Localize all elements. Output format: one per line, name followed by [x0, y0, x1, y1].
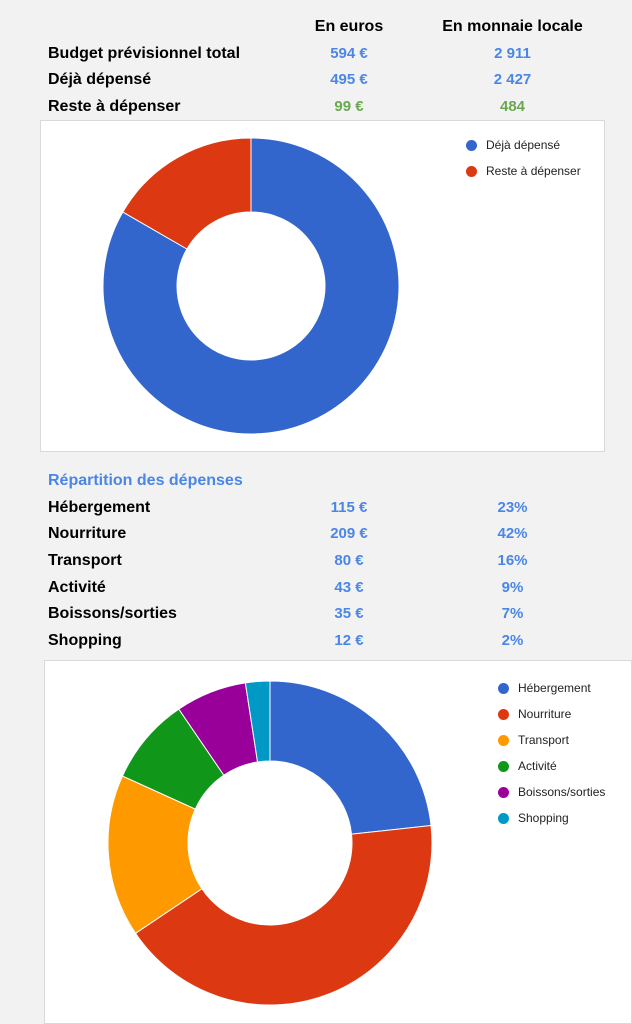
slice-nourriture[interactable]	[134, 824, 433, 1006]
budget-donut-chart: Déjà dépensé Reste à dépenser	[40, 120, 605, 452]
legend-label-hebergement: Hébergement	[518, 681, 591, 695]
budget-total-label: Budget prévisionnel total	[48, 45, 241, 62]
breakdown-title: Répartition des dépenses	[48, 472, 243, 489]
legend-item-nourriture: Nourriture	[498, 707, 571, 721]
slice-shopping[interactable]	[244, 680, 271, 763]
breakdown-euros-transport: 80 €	[334, 552, 364, 569]
legend-label-nourriture: Nourriture	[518, 707, 572, 721]
breakdown-euros-activite: 43 €	[334, 579, 364, 596]
legend-item-activite: Activité	[498, 759, 557, 773]
breakdown-label-activite: Activité	[48, 579, 106, 596]
breakdown-pct-nourriture: 42%	[497, 525, 528, 542]
breakdown-euros-hebergement: 115 €	[330, 499, 368, 516]
spent-local: 2 427	[493, 71, 532, 88]
breakdown-label-boissons: Boissons/sorties	[48, 605, 177, 622]
legend-item-shopping: Shopping	[498, 811, 569, 825]
breakdown-euros-boissons: 35 €	[334, 605, 364, 622]
slice-deja-depense[interactable]	[102, 137, 400, 435]
breakdown-pct-shopping: 2%	[501, 632, 524, 649]
legend-dot-spent	[466, 139, 477, 151]
legend-label-activite: Activité	[518, 759, 557, 773]
budget-total-local: 2 911	[494, 45, 531, 62]
legend-label-boissons: Boissons/sorties	[518, 785, 606, 799]
header-euros: En euros	[314, 18, 384, 35]
legend-dot-activite	[498, 760, 509, 772]
breakdown-euros-shopping: 12 €	[334, 632, 364, 649]
legend-item-remaining: Reste à dépenser	[466, 164, 581, 178]
budget-donut-svg	[102, 137, 400, 435]
legend-dot-transport	[498, 734, 509, 746]
legend-label-spent: Déjà dépensé	[486, 138, 561, 152]
legend-item-transport: Transport	[498, 733, 569, 747]
breakdown-euros-nourriture: 209 €	[330, 525, 368, 542]
breakdown-pct-transport: 16%	[497, 552, 528, 569]
legend-dot-shopping	[498, 812, 509, 824]
legend-item-spent: Déjà dépensé	[466, 138, 560, 152]
expenses-donut-chart: Hébergement Nourriture Transport Activit…	[44, 660, 632, 1024]
legend-dot-remaining	[466, 165, 477, 177]
breakdown-label-shopping: Shopping	[48, 632, 122, 649]
header-local-currency: En monnaie locale	[442, 18, 583, 35]
remaining-local: 484	[499, 98, 526, 115]
breakdown-label-nourriture: Nourriture	[48, 525, 127, 542]
slice-hebergement[interactable]	[269, 680, 432, 835]
breakdown-pct-hebergement: 23%	[497, 499, 528, 516]
slice-reste-a-depenser[interactable]	[122, 137, 252, 250]
breakdown-pct-boissons: 7%	[501, 605, 524, 622]
legend-label-transport: Transport	[518, 733, 569, 747]
remaining-euros: 99 €	[334, 98, 364, 115]
budget-total-euros: 594 €	[330, 45, 368, 62]
expenses-donut-svg	[107, 680, 433, 1006]
remaining-label: Reste à dépenser	[48, 98, 181, 115]
legend-label-shopping: Shopping	[518, 811, 569, 825]
legend-item-hebergement: Hébergement	[498, 681, 591, 695]
legend-item-boissons: Boissons/sorties	[498, 785, 605, 799]
legend-dot-hebergement	[498, 682, 509, 694]
legend-label-remaining: Reste à dépenser	[486, 164, 581, 178]
spent-euros: 495 €	[330, 71, 368, 88]
spent-label: Déjà dépensé	[48, 71, 152, 88]
legend-dot-boissons	[498, 786, 509, 798]
breakdown-pct-activite: 9%	[501, 579, 524, 596]
legend-dot-nourriture	[498, 708, 509, 720]
breakdown-label-transport: Transport	[48, 552, 122, 569]
breakdown-label-hebergement: Hébergement	[48, 499, 151, 516]
